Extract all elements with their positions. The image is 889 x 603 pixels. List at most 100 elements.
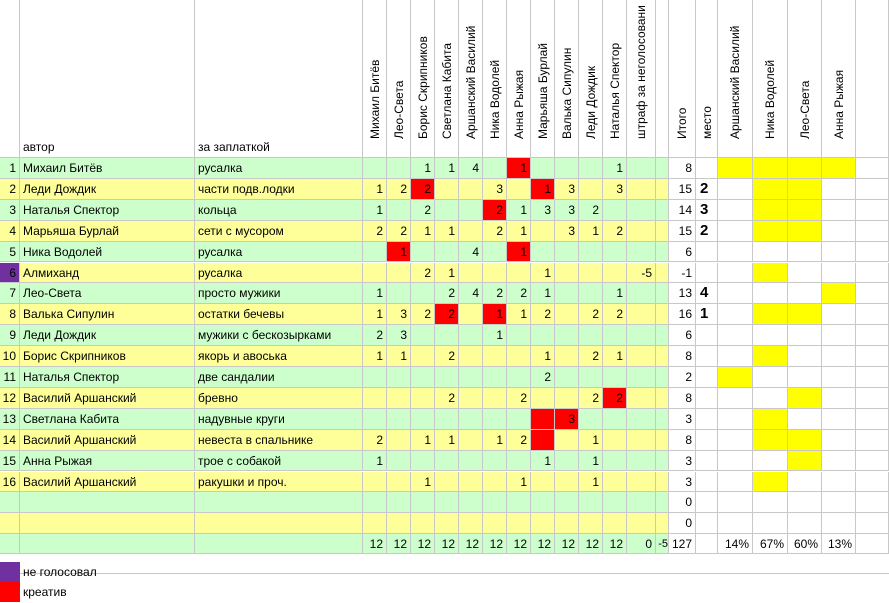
vote-cell[interactable] bbox=[483, 408, 507, 430]
vote-cell[interactable]: 1 bbox=[483, 325, 507, 347]
vote-cell[interactable] bbox=[411, 241, 435, 263]
author-cell[interactable]: Светлана Кабита bbox=[20, 408, 195, 430]
blank-cell[interactable] bbox=[656, 492, 669, 514]
vote-cell[interactable] bbox=[459, 220, 483, 242]
penalty-cell[interactable] bbox=[627, 367, 656, 388]
vote-cell[interactable] bbox=[363, 367, 387, 388]
vote-cell[interactable]: 1 bbox=[531, 283, 555, 305]
penalty-cell[interactable] bbox=[627, 283, 656, 305]
vote-cell[interactable] bbox=[507, 492, 531, 514]
extra-cell[interactable] bbox=[718, 346, 753, 367]
vote-cell[interactable] bbox=[579, 492, 603, 514]
vote-cell[interactable]: 1 bbox=[411, 429, 435, 451]
extra-cell[interactable] bbox=[753, 450, 788, 472]
extra-cell[interactable] bbox=[822, 199, 856, 221]
header-total[interactable]: Итого bbox=[669, 0, 696, 158]
extra-cell[interactable] bbox=[753, 367, 788, 388]
item-cell[interactable]: трое с собакой bbox=[195, 450, 363, 472]
extra-cell[interactable] bbox=[822, 429, 856, 451]
vote-cell[interactable]: 1 bbox=[507, 241, 531, 263]
extra-cell[interactable] bbox=[753, 471, 788, 493]
vote-cell[interactable] bbox=[363, 471, 387, 493]
extra-cell[interactable] bbox=[788, 283, 822, 305]
vote-cell[interactable] bbox=[459, 387, 483, 409]
blank-cell[interactable] bbox=[656, 178, 669, 200]
extra-cell[interactable] bbox=[788, 158, 822, 179]
vote-cell[interactable] bbox=[603, 513, 627, 535]
vote-cell[interactable] bbox=[411, 492, 435, 514]
author-cell[interactable]: Василий Аршанский bbox=[20, 429, 195, 451]
header-judge[interactable]: Борис Скрипников bbox=[411, 0, 435, 158]
place-cell[interactable] bbox=[696, 450, 718, 472]
vote-cell[interactable]: 3 bbox=[555, 408, 579, 430]
penalty-cell[interactable] bbox=[627, 492, 656, 514]
vote-cell[interactable]: 2 bbox=[483, 283, 507, 305]
extra-cell[interactable] bbox=[753, 283, 788, 305]
extra-cell[interactable] bbox=[822, 346, 856, 367]
vote-cell[interactable] bbox=[363, 492, 387, 514]
header-judge[interactable]: Леди Дождик bbox=[579, 0, 603, 158]
vote-cell[interactable]: 2 bbox=[531, 367, 555, 388]
extra-cell[interactable] bbox=[753, 492, 788, 514]
penalty-cell[interactable] bbox=[627, 408, 656, 430]
vote-cell[interactable] bbox=[555, 346, 579, 367]
item-cell[interactable]: остатки бечевы bbox=[195, 304, 363, 326]
extra-cell[interactable] bbox=[718, 408, 753, 430]
vote-cell[interactable] bbox=[555, 283, 579, 305]
vote-cell[interactable] bbox=[387, 387, 411, 409]
extra-cell[interactable] bbox=[753, 346, 788, 367]
extra-cell[interactable] bbox=[753, 158, 788, 179]
judge-total-cell[interactable]: 12 bbox=[459, 534, 483, 555]
total-cell[interactable]: 15 bbox=[669, 178, 696, 200]
author-cell[interactable]: Марьяша Бурлай bbox=[20, 220, 195, 242]
vote-cell[interactable] bbox=[579, 241, 603, 263]
vote-cell[interactable]: 1 bbox=[603, 158, 627, 179]
extra-cell[interactable] bbox=[822, 492, 856, 514]
vote-cell[interactable] bbox=[531, 220, 555, 242]
vote-cell[interactable]: 1 bbox=[363, 199, 387, 221]
vote-cell[interactable]: 2 bbox=[435, 346, 459, 367]
place-cell[interactable] bbox=[696, 241, 718, 263]
vote-cell[interactable] bbox=[387, 408, 411, 430]
vote-cell[interactable] bbox=[435, 471, 459, 493]
vote-cell[interactable]: 1 bbox=[411, 220, 435, 242]
vote-cell[interactable]: 1 bbox=[603, 283, 627, 305]
vote-cell[interactable] bbox=[555, 450, 579, 472]
author-cell[interactable] bbox=[20, 513, 195, 535]
row-number[interactable]: 11 bbox=[0, 367, 20, 388]
author-cell[interactable]: Анна Рыжая bbox=[20, 450, 195, 472]
vote-cell[interactable] bbox=[555, 513, 579, 535]
total-cell[interactable]: 14 bbox=[669, 199, 696, 221]
vote-cell[interactable] bbox=[459, 513, 483, 535]
header-penalty[interactable]: штраф за неголосовани bbox=[627, 0, 656, 158]
vote-cell[interactable] bbox=[603, 241, 627, 263]
vote-cell[interactable] bbox=[555, 304, 579, 326]
row-number[interactable]: 13 bbox=[0, 408, 20, 430]
vote-cell[interactable]: 1 bbox=[363, 283, 387, 305]
penalty-cell[interactable] bbox=[627, 220, 656, 242]
judge-total-cell[interactable]: 12 bbox=[411, 534, 435, 555]
vote-cell[interactable] bbox=[555, 158, 579, 179]
vote-cell[interactable] bbox=[531, 513, 555, 535]
extra-cell[interactable] bbox=[718, 450, 753, 472]
extra-cell[interactable] bbox=[788, 408, 822, 430]
extra-cell[interactable] bbox=[822, 178, 856, 200]
total-cell[interactable]: 13 bbox=[669, 283, 696, 305]
blank-cell[interactable] bbox=[856, 262, 889, 284]
vote-cell[interactable]: 1 bbox=[579, 450, 603, 472]
vote-cell[interactable] bbox=[363, 241, 387, 263]
vote-cell[interactable] bbox=[579, 325, 603, 347]
vote-cell[interactable] bbox=[459, 199, 483, 221]
vote-cell[interactable]: 1 bbox=[435, 262, 459, 284]
vote-cell[interactable] bbox=[531, 492, 555, 514]
vote-cell[interactable] bbox=[507, 408, 531, 430]
row-number[interactable]: 14 bbox=[0, 429, 20, 451]
blank-cell[interactable] bbox=[856, 158, 889, 179]
totals-blank[interactable] bbox=[0, 534, 20, 555]
blank-cell[interactable] bbox=[656, 346, 669, 367]
vote-cell[interactable] bbox=[507, 513, 531, 535]
vote-cell[interactable] bbox=[483, 513, 507, 535]
penalty-cell[interactable] bbox=[627, 325, 656, 347]
extra-cell[interactable] bbox=[822, 408, 856, 430]
vote-cell[interactable] bbox=[531, 241, 555, 263]
